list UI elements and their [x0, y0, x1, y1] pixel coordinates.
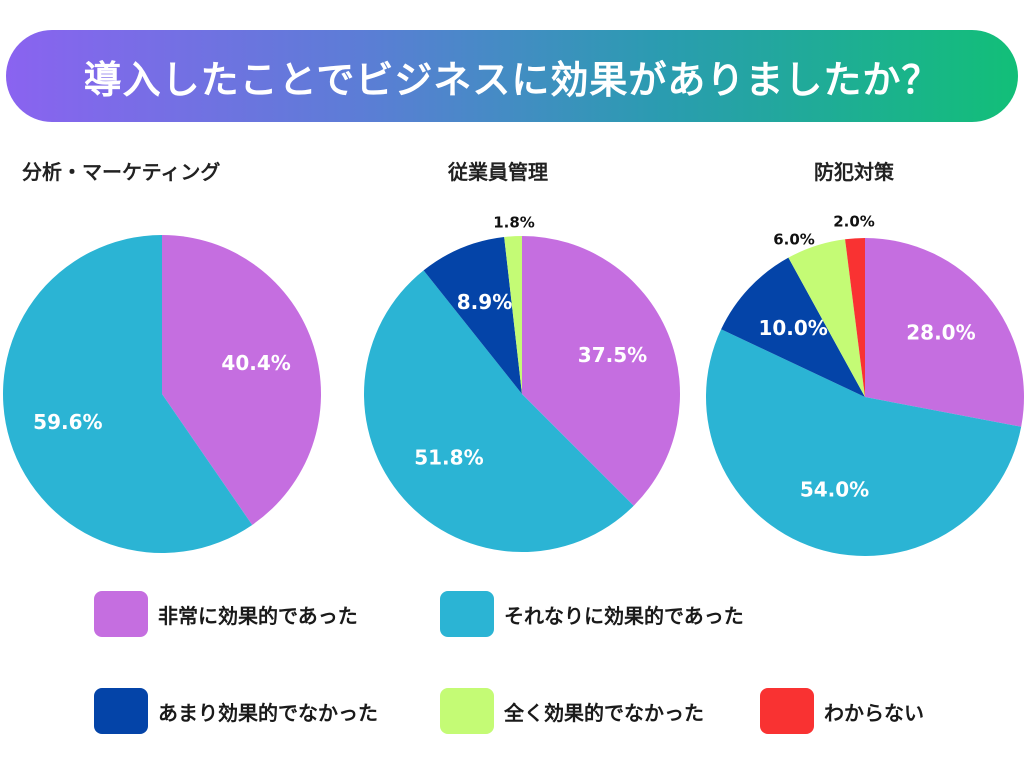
pie-slice-not-effective: [788, 239, 865, 397]
pie-label-somewhat-effective: 54.0%: [800, 477, 869, 501]
pie-label-not-effective: 6.0%: [773, 231, 815, 249]
chart-title-analytics: 分析・マーケティング: [22, 160, 221, 184]
legend-label-unknown: わからない: [824, 700, 924, 725]
legend-item-not-very-effective: あまり効果的でなかった: [94, 688, 378, 734]
legend-label-somewhat-effective: それなりに効果的であった: [504, 603, 744, 628]
pie-chart-analytics: 40.4% 59.6%: [3, 235, 321, 554]
pie-slice-very-effective: [162, 235, 321, 525]
legend-item-unknown: わからない: [760, 688, 924, 734]
legend-item-not-effective: 全く効果的でなかった: [440, 688, 704, 734]
pie-label-not-very-effective: 8.9%: [457, 290, 512, 314]
legend-label-not-very-effective: あまり効果的でなかった: [158, 700, 378, 725]
pie-chart-employee: 37.5% 51.8% 8.9% 1.8%: [364, 214, 681, 552]
pie-label-somewhat-effective: 59.6%: [33, 410, 102, 434]
pie-slice-somewhat-effective: [364, 270, 634, 552]
pie-label-somewhat-effective: 51.8%: [414, 446, 483, 470]
title-banner: 導入したことでビジネスに効果がありましたか？: [6, 30, 1018, 122]
legend-swatch-somewhat-effective: [440, 591, 494, 637]
page-title: 導入したことでビジネスに効果がありましたか？: [83, 57, 941, 102]
pie-label-very-effective: 37.5%: [578, 343, 647, 367]
pie-slice-not-very-effective: [423, 237, 522, 394]
pie-slice-somewhat-effective: [705, 329, 1022, 557]
pie-label-not-very-effective: 10.0%: [758, 316, 827, 340]
pie-slice-not-very-effective: [721, 257, 865, 397]
pie-label-very-effective: 40.4%: [221, 351, 290, 375]
pie-slice-very-effective: [865, 238, 1024, 427]
pie-label-unknown: 2.0%: [833, 213, 875, 231]
pie-slice-somewhat-effective: [3, 235, 253, 554]
chart-title-employee: 従業員管理: [448, 160, 548, 184]
legend-label-not-effective: 全く効果的でなかった: [504, 700, 704, 725]
pie-label-very-effective: 28.0%: [906, 321, 975, 345]
pie-label-not-effective: 1.8%: [493, 214, 535, 232]
pie-chart-security: 28.0% 54.0% 10.0% 6.0% 2.0%: [705, 213, 1024, 557]
legend-label-very-effective: 非常に効果的であった: [158, 603, 358, 628]
legend-swatch-unknown: [760, 688, 814, 734]
pie-slice-not-effective: [504, 236, 522, 394]
chart-title-security: 防犯対策: [814, 160, 894, 184]
legend-swatch-not-effective: [440, 688, 494, 734]
legend-item-somewhat-effective: それなりに効果的であった: [440, 591, 744, 637]
legend-item-very-effective: 非常に効果的であった: [94, 591, 358, 637]
pie-slice-very-effective: [522, 236, 681, 506]
legend-swatch-not-very-effective: [94, 688, 148, 734]
pie-slice-unknown: [845, 238, 865, 397]
legend-swatch-very-effective: [94, 591, 148, 637]
